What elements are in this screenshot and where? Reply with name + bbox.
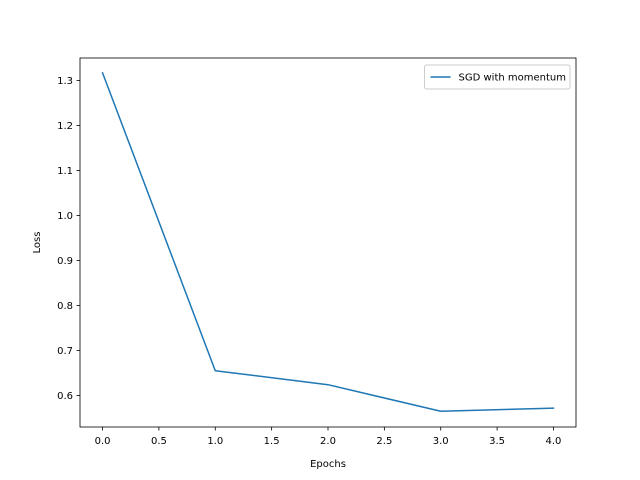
x-tick-label: 3.5 — [489, 436, 505, 447]
x-tick-label: 2.0 — [320, 436, 336, 447]
x-tick-label: 1.5 — [264, 436, 280, 447]
x-tick-label: 0.5 — [151, 436, 167, 447]
x-tick-label: 3.0 — [433, 436, 449, 447]
x-tick-label: 4.0 — [546, 436, 562, 447]
x-tick-label: 1.0 — [207, 436, 223, 447]
y-tick-label: 1.1 — [57, 166, 73, 177]
y-tick-label: 0.8 — [57, 301, 73, 312]
legend-box — [424, 64, 571, 90]
x-tick-label: 2.5 — [376, 436, 392, 447]
y-axis-ticks: 0.6 0.7 0.8 0.9 1.0 1.1 1.2 1.3 — [57, 76, 80, 402]
legend: SGD with momentum — [424, 64, 571, 90]
y-tick-label: 1.3 — [57, 76, 73, 87]
legend-label: SGD with momentum — [459, 73, 566, 84]
y-tick-label: 0.6 — [57, 391, 73, 402]
y-axis-label: Loss — [32, 232, 43, 254]
y-tick-label: 0.9 — [57, 256, 73, 267]
x-axis-ticks: 0.0 0.5 1.0 1.5 2.0 2.5 3.0 3.5 4.0 — [95, 427, 562, 447]
y-tick-label: 0.7 — [57, 346, 73, 357]
y-tick-label: 1.0 — [57, 211, 73, 222]
x-axis-label: Epochs — [310, 459, 346, 470]
plot-area — [101, 71, 555, 412]
y-tick-label: 1.2 — [57, 121, 73, 132]
x-tick-label: 0.0 — [95, 436, 111, 447]
